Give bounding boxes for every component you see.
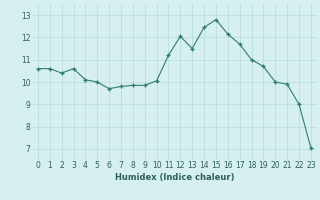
X-axis label: Humidex (Indice chaleur): Humidex (Indice chaleur) — [115, 173, 234, 182]
